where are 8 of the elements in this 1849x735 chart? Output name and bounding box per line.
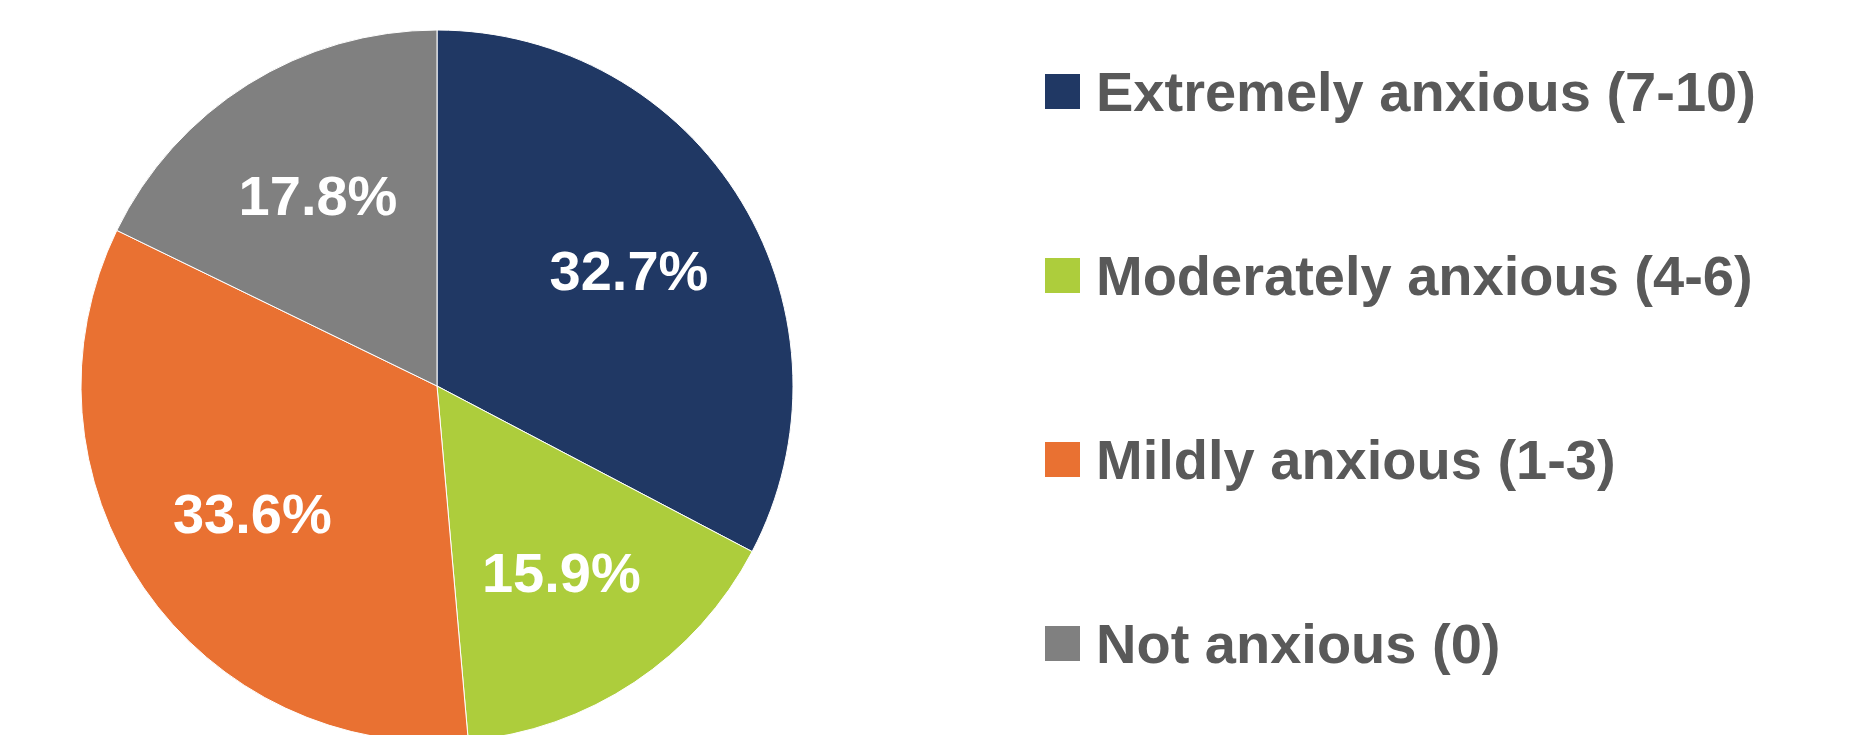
data-label: 33.6% [172, 481, 332, 545]
data-label: 32.7% [549, 238, 709, 302]
legend-label: Not anxious (0) [1096, 610, 1501, 676]
data-label: 17.8% [238, 164, 398, 228]
legend-label: Moderately anxious (4-6) [1096, 242, 1753, 308]
legend-label: Extremely anxious (7-10) [1096, 58, 1756, 124]
data-label: 15.9% [481, 541, 641, 605]
legend-label: Mildly anxious (1-3) [1096, 426, 1616, 492]
